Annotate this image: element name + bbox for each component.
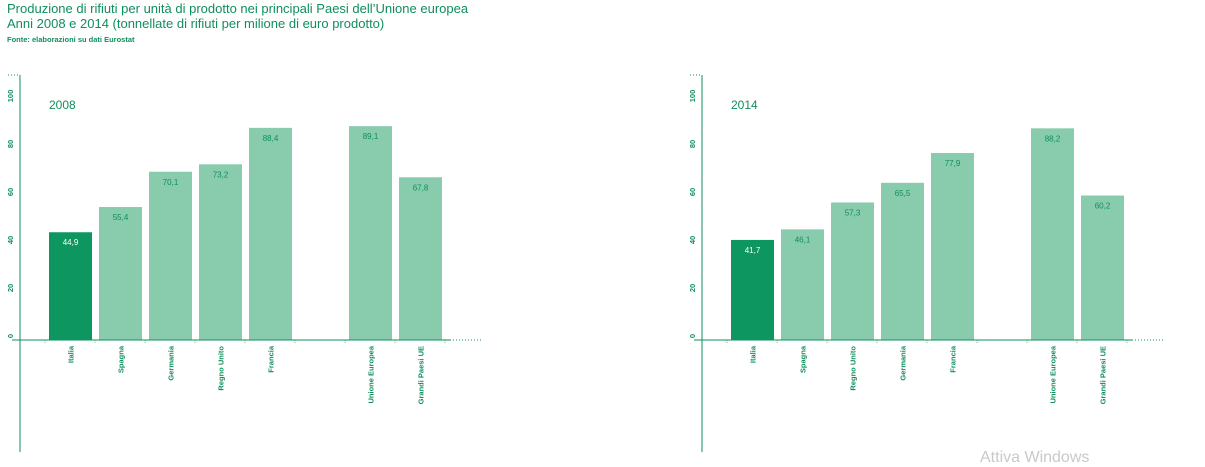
x-tick-label: Francia bbox=[267, 345, 276, 373]
x-tick-label: Germania bbox=[899, 345, 908, 380]
bar bbox=[249, 127, 292, 340]
y-tick-label: 40 bbox=[688, 236, 697, 244]
bar-value-label: 57,3 bbox=[845, 208, 861, 217]
bar bbox=[931, 153, 974, 340]
bar bbox=[49, 232, 92, 340]
panel-year-label: 2014 bbox=[731, 98, 758, 112]
bar bbox=[149, 171, 192, 340]
bar bbox=[349, 126, 392, 340]
y-tick-label: 60 bbox=[688, 188, 697, 196]
bar bbox=[831, 202, 874, 340]
x-tick-label: Italia bbox=[67, 345, 76, 363]
x-tick-label: Grandi Paesi UE bbox=[1099, 346, 1108, 404]
y-tick-label: 0 bbox=[6, 334, 15, 338]
chart-2014: 0 20 40 60 80 100 2014 41,7 46,1 57,3 65,5 77,9 88,2… bbox=[688, 74, 1164, 452]
bar-value-label: 44,9 bbox=[63, 238, 79, 247]
chart-header: Produzione di rifiuti per unità di prodo… bbox=[7, 1, 468, 44]
y-tick-label: 80 bbox=[688, 140, 697, 148]
chart-source: Fonte: elaborazioni su dati Eurostat bbox=[7, 35, 135, 44]
y-tick-label: 80 bbox=[6, 140, 15, 148]
bar bbox=[1081, 195, 1124, 340]
bar-value-label: 73,2 bbox=[213, 170, 229, 179]
y-tick-label: 100 bbox=[688, 90, 697, 103]
y-tick-label: 20 bbox=[688, 284, 697, 292]
bar-value-label: 41,7 bbox=[745, 246, 761, 255]
x-tick-label: Regno Unito bbox=[217, 346, 226, 391]
x-tick-label: Germania bbox=[167, 345, 176, 380]
bar bbox=[399, 177, 442, 340]
bar-value-label: 88,2 bbox=[1045, 134, 1061, 143]
chart-title: Produzione di rifiuti per unità di prodo… bbox=[7, 1, 469, 16]
y-tick-label: 60 bbox=[6, 188, 15, 196]
bar-value-label: 89,1 bbox=[363, 132, 379, 141]
bar-value-label: 88,4 bbox=[263, 134, 279, 143]
panel-year-label: 2008 bbox=[49, 98, 76, 112]
bar-value-label: 65,5 bbox=[895, 189, 911, 198]
bar bbox=[199, 164, 242, 340]
bar-value-label: 55,4 bbox=[113, 213, 129, 222]
x-tick-label: Spagna bbox=[117, 345, 126, 373]
x-tick-label: Francia bbox=[949, 345, 958, 373]
x-tick-label: Regno Unito bbox=[849, 346, 858, 391]
y-tick-label: 0 bbox=[688, 334, 697, 338]
bar-value-label: 77,9 bbox=[945, 159, 961, 168]
x-tick-label: Spagna bbox=[799, 345, 808, 373]
bar bbox=[1031, 128, 1074, 340]
bar bbox=[731, 239, 774, 340]
bar-value-label: 67,8 bbox=[413, 183, 429, 192]
x-tick-label: Grandi Paesi UE bbox=[417, 346, 426, 404]
y-tick-label: 100 bbox=[6, 90, 15, 103]
x-tick-label: Italia bbox=[749, 345, 758, 363]
bar bbox=[99, 207, 142, 340]
bar-value-label: 70,1 bbox=[163, 178, 179, 187]
x-tick-label: Unione Europea bbox=[1049, 345, 1058, 403]
bar-value-label: 60,2 bbox=[1095, 202, 1111, 211]
bar bbox=[881, 182, 924, 340]
y-tick-label: 40 bbox=[6, 236, 15, 244]
chart-subtitle: Anni 2008 e 2014 (tonnellate di rifiuti … bbox=[7, 16, 385, 31]
windows-activation-watermark: Attiva Windows bbox=[980, 449, 1090, 466]
chart-2008: 0 20 40 60 80 100 2008 44,9 55,4 70,1 73,2 88,4 89,1… bbox=[6, 74, 482, 452]
bar bbox=[781, 229, 824, 340]
bar-value-label: 46,1 bbox=[795, 235, 811, 244]
y-tick-label: 20 bbox=[6, 284, 15, 292]
x-tick-label: Unione Europea bbox=[367, 345, 376, 403]
